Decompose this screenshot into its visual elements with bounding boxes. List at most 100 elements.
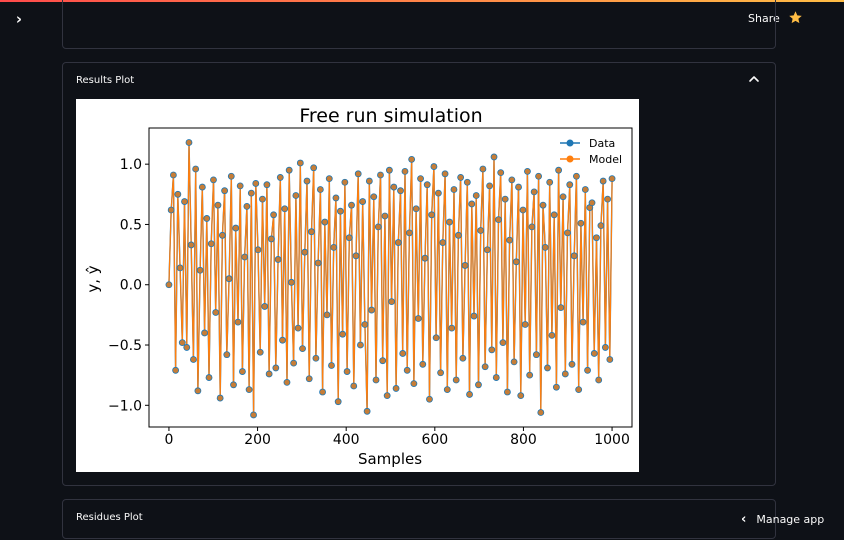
model-point (293, 192, 299, 199)
model-point (473, 192, 479, 199)
model-point (380, 358, 386, 364)
model-point (395, 239, 401, 246)
model-point (558, 305, 564, 311)
results-plot-header[interactable]: Results Plot (76, 75, 135, 86)
x-tick-label: 400 (333, 432, 360, 448)
y-tick-label: −1.0 (108, 398, 142, 414)
model-point (451, 186, 457, 193)
chevron-right-icon[interactable]: › (15, 10, 23, 28)
model-point (471, 313, 477, 319)
model-point (373, 377, 379, 383)
model-point (446, 219, 453, 225)
model-point (542, 244, 548, 250)
model-point (331, 244, 337, 250)
model-point (324, 312, 330, 318)
y-axis-ticks: −1.0 −0.5 0.0 0.5 1.0 (108, 157, 149, 414)
model-point (435, 190, 441, 196)
model-point (353, 253, 359, 259)
model-point (475, 382, 482, 388)
x-axis-ticks: 0 200 400 600 800 1000 (164, 427, 630, 448)
model-point (368, 307, 375, 313)
model-point (306, 376, 312, 382)
model-point (609, 176, 615, 182)
x-tick-label: 200 (244, 432, 271, 448)
previous-expander (62, 0, 776, 49)
model-point (442, 171, 448, 177)
x-axis-label: Samples (358, 450, 422, 468)
model-point (179, 340, 185, 346)
model-point (576, 387, 582, 393)
model-point (355, 171, 361, 177)
model-point (493, 374, 499, 381)
model-point (333, 195, 339, 201)
model-point (515, 184, 522, 190)
y-tick-label: 0.5 (120, 217, 142, 233)
model-point (502, 196, 508, 202)
model-point (455, 232, 462, 238)
model-point (230, 382, 237, 388)
model-point (478, 227, 484, 234)
model-point (348, 202, 355, 208)
y-tick-label: 0.0 (120, 278, 142, 294)
model-point (507, 237, 513, 243)
model-point (538, 409, 544, 416)
model-point (226, 276, 232, 282)
model-point (286, 167, 292, 173)
model-point (495, 217, 502, 223)
model-point (197, 267, 203, 273)
model-point (593, 235, 600, 241)
model-point (535, 173, 542, 179)
model-point (584, 367, 591, 373)
model-point (422, 255, 428, 261)
model-point (262, 303, 268, 310)
chevron-up-icon[interactable] (748, 73, 760, 85)
model-point (213, 309, 219, 316)
y-tick-label: 1.0 (120, 157, 142, 173)
model-point (417, 176, 424, 182)
model-point (304, 178, 310, 184)
model-point (233, 225, 239, 231)
model-point (250, 412, 257, 418)
model-point (431, 163, 437, 170)
model-point (181, 198, 188, 205)
manage-app-button[interactable]: ‹ Manage app (741, 512, 824, 527)
plot-area-frame (148, 127, 633, 428)
model-point (322, 219, 328, 225)
model-point (319, 389, 326, 395)
model-point (270, 212, 277, 218)
model-point (360, 198, 366, 205)
model-point (295, 325, 301, 331)
model-point (208, 241, 214, 247)
share-button[interactable]: Share (748, 12, 780, 25)
residues-plot-header[interactable]: Residues Plot (76, 512, 143, 523)
model-point (509, 177, 515, 183)
star-icon[interactable] (788, 10, 803, 25)
model-point (469, 201, 475, 207)
model-point (382, 213, 388, 219)
model-point (239, 368, 246, 375)
model-point (248, 190, 254, 196)
model-point (175, 191, 181, 197)
model-point (384, 393, 390, 399)
model-point (453, 377, 459, 383)
model-point (433, 335, 439, 341)
model-point (190, 356, 197, 363)
manage-app-label: Manage app (756, 513, 825, 526)
model-point (562, 371, 568, 377)
model-point (529, 224, 535, 230)
model-point (277, 174, 283, 181)
model-point (344, 368, 350, 375)
model-point (317, 186, 323, 193)
residues-plot-expander[interactable]: Residues Plot (62, 499, 776, 539)
model-point (602, 344, 608, 351)
model-point (571, 253, 577, 259)
model-point (195, 388, 201, 394)
model-point (580, 319, 586, 325)
model-point (222, 188, 228, 194)
model-point (177, 265, 183, 271)
model-point (449, 325, 455, 331)
model-point (313, 355, 319, 361)
model-point (600, 178, 606, 184)
model-point (193, 166, 199, 172)
model-point (170, 172, 176, 178)
